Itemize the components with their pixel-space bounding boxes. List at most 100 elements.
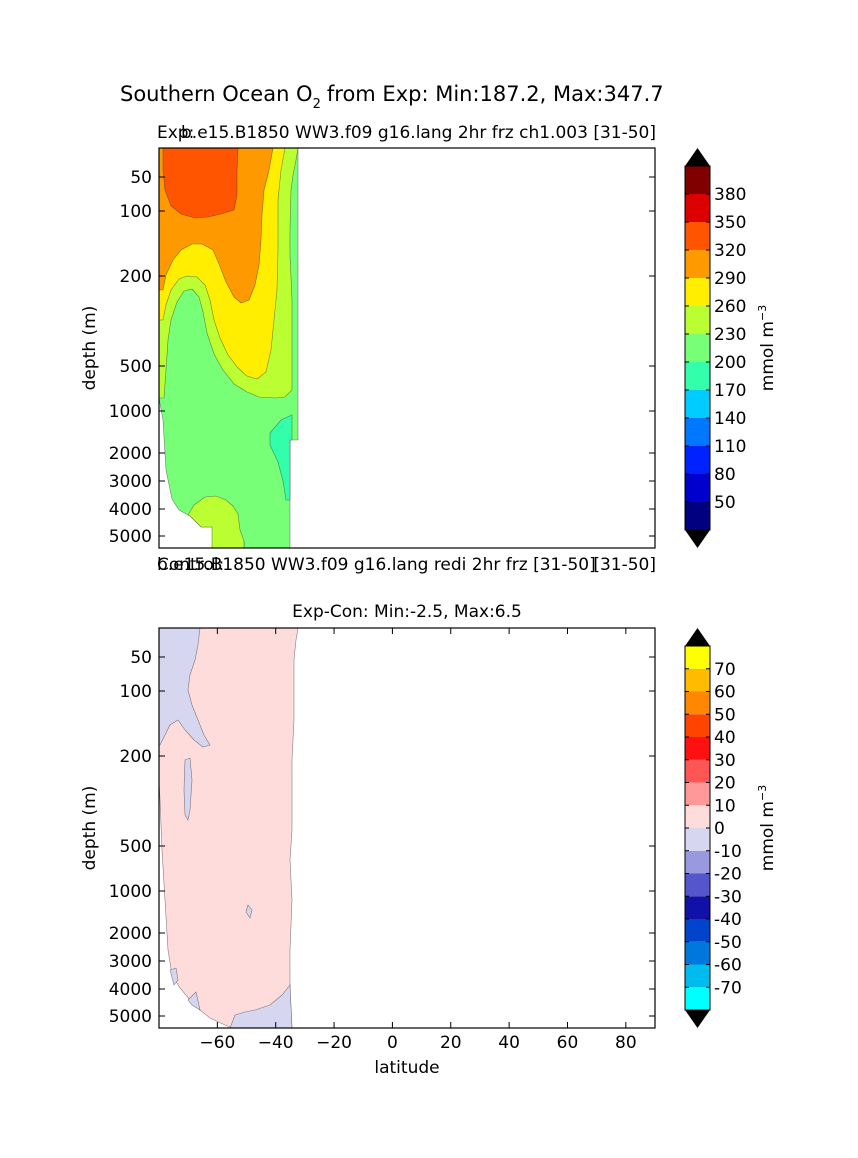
top-colorbar-swatch	[685, 474, 710, 502]
bottom-ytick-label: 1000	[109, 882, 152, 902]
top-colorbar-tick-label: 260	[714, 297, 746, 317]
control-label-overlap: b.e15.B1850 WW3.f09 g16.lang redi 2hr fr…	[157, 555, 596, 575]
top-colorbar-swatch	[685, 334, 710, 362]
bottom-colorbar-tick-label: 50	[714, 705, 736, 725]
bottom-colorbar-swatch	[685, 828, 710, 851]
top-colorbar-tick-label: 290	[714, 269, 746, 289]
bottom-colorbar-swatch	[685, 646, 710, 669]
top-colorbar-swatch	[685, 278, 710, 306]
bottom-band-minus10-0	[159, 628, 211, 748]
top-colorbar-extend-min	[685, 530, 710, 548]
bottom-xtick-label: 40	[498, 1033, 520, 1053]
figure-title: Southern Ocean O2 from Exp: Min:187.2, Ma…	[120, 82, 664, 112]
bottom-band-minus10-0	[245, 904, 253, 919]
bottom-ytick-label: 2000	[109, 924, 152, 944]
bottom-colorbar-swatch	[685, 987, 710, 1010]
bottom-colorbar-tick-label: 70	[714, 660, 736, 680]
bottom-ytick-label: 500	[120, 837, 152, 857]
bottom-colorbar-extend-min	[685, 1010, 710, 1028]
top-title-right: [31-50]	[593, 123, 656, 143]
bottom-colorbar-tick-label: 0	[714, 819, 725, 839]
bottom-colorbar-swatch	[685, 805, 710, 828]
bottom-xtick-label: 80	[615, 1033, 637, 1053]
bottom-ytick-label: 3000	[109, 952, 152, 972]
top-colorbar-swatch	[685, 390, 710, 418]
bottom-colorbar-swatch	[685, 714, 710, 737]
bottom-colorbar-tick-label: 30	[714, 751, 736, 771]
bottom-colorbar-tick-label: -60	[714, 956, 742, 976]
bottom-colorbar-tick-label: -70	[714, 978, 742, 998]
bottom-xtick-label: 0	[387, 1033, 398, 1053]
top-title-overlap: b.e15.B1850 WW3.f09 g16.lang 2hr frz ch1…	[181, 123, 588, 143]
bottom-y-axis-label: depth (m)	[80, 786, 100, 871]
top-colorbar-tick-label: 350	[714, 213, 746, 233]
top-colorbar-swatch	[685, 166, 710, 194]
top-band-230-260-deep	[187, 495, 245, 548]
top-colorbar-swatch	[685, 446, 710, 474]
bottom-colorbar-swatch	[685, 919, 710, 942]
top-colorbar-swatch	[685, 250, 710, 278]
control-label: Control:	[157, 555, 224, 575]
top-colorbar-tick-label: 50	[714, 493, 736, 513]
bottom-y-tick-labels: 50 100 200 500 1000 2000 3000 4000 5000	[109, 648, 152, 1027]
bottom-colorbar-swatch	[685, 896, 710, 919]
top-ytick-label: 3000	[109, 472, 152, 492]
bottom-xtick-label: −60	[199, 1033, 235, 1053]
top-colorbar-tick-label: 110	[714, 437, 746, 457]
top-band-320-350	[162, 148, 239, 219]
bottom-colorbar-extend-max	[685, 628, 710, 646]
top-ytick-label: 100	[120, 202, 152, 222]
bottom-colorbar-tick-label: 20	[714, 774, 736, 794]
top-colorbar-swatch	[685, 306, 710, 334]
top-colorbar-tick-label: 140	[714, 409, 746, 429]
bottom-xtick-label: 20	[440, 1033, 462, 1053]
top-ytick-label: 5000	[109, 527, 152, 547]
top-colorbar: 50 80 110 140 170 200 230 260 290 320 350 380	[684, 148, 746, 548]
bottom-colorbar-swatch	[685, 759, 710, 783]
top-colorbar-tick-label: 80	[714, 465, 736, 485]
top-plot-frame	[158, 147, 656, 549]
bottom-ytick-label: 5000	[109, 1007, 152, 1027]
bottom-plot-area: 50 100 200 500 1000 2000 3000 4000 5000 …	[80, 627, 656, 1078]
bottom-colorbar-swatch	[685, 941, 710, 965]
control-label-right: [31-50]	[593, 555, 656, 575]
bottom-colorbar-swatch	[685, 691, 710, 715]
top-plot-area: 50 100 200 500 1000 2000 3000 4000 5000 …	[80, 147, 656, 549]
top-colorbar-swatch	[685, 418, 710, 446]
bottom-ytick-label: 100	[120, 682, 152, 702]
top-y-tick-labels: 50 100 200 500 1000 2000 3000 4000 5000	[109, 168, 152, 547]
bottom-colorbar-tick-label: -30	[714, 887, 742, 907]
bottom-colorbar-label: mmol m−3	[756, 785, 778, 871]
top-ytick-label: 2000	[109, 444, 152, 464]
bottom-colorbar-swatch	[685, 850, 710, 874]
bottom-ytick-label: 200	[120, 747, 152, 767]
top-band-170-200	[269, 414, 293, 501]
top-ytick-label: 4000	[109, 500, 152, 520]
bottom-colorbar-tick-label: -40	[714, 910, 742, 930]
bottom-band-minus10-0	[183, 757, 193, 821]
top-y-axis-label: depth (m)	[80, 306, 100, 391]
top-colorbar-label: mmol m−3	[756, 305, 778, 391]
bottom-colorbar-swatch	[685, 782, 710, 806]
bottom-xtick-label: −20	[316, 1033, 352, 1053]
top-colorbar-frame	[684, 165, 711, 531]
bottom-band-minus10-0	[229, 984, 293, 1028]
bottom-colorbar-swatch	[685, 668, 710, 692]
top-colorbar-swatch	[685, 222, 710, 250]
top-colorbar-extend-max	[685, 148, 710, 166]
bottom-band-minus10-0	[187, 991, 201, 1011]
top-ytick-label: 500	[120, 357, 152, 377]
bottom-colorbar-swatch	[685, 964, 710, 988]
bottom-plot-frame	[158, 627, 656, 1029]
bottom-colorbar-tick-label: -10	[714, 842, 742, 862]
top-colorbar-tick-label: 200	[714, 353, 746, 373]
top-ytick-label: 50	[130, 168, 152, 188]
bottom-colorbar-swatch	[685, 737, 710, 760]
top-title-left: Exp:	[157, 123, 194, 143]
bottom-band-minus10-0	[169, 967, 179, 986]
bottom-colorbar-swatch	[685, 873, 710, 897]
top-colorbar-tick-label: 230	[714, 325, 746, 345]
bottom-colorbar-tick-label: -50	[714, 933, 742, 953]
top-colorbar-tick-label: 170	[714, 381, 746, 401]
